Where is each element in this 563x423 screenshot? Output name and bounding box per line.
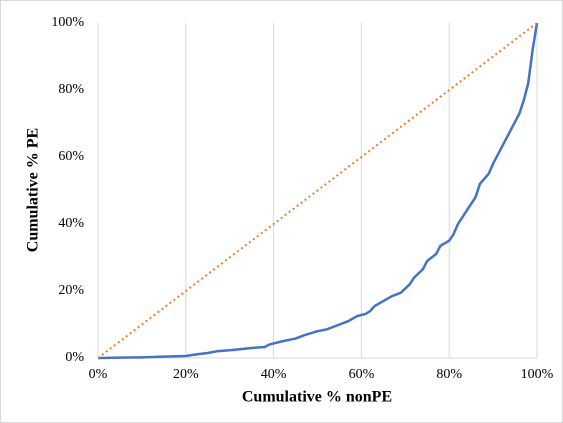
y-tick-label: 40% bbox=[58, 216, 84, 231]
x-tick-label: 60% bbox=[349, 367, 375, 382]
y-tick-label: 60% bbox=[58, 149, 84, 164]
y-tick-label: 20% bbox=[58, 283, 84, 298]
x-tick-label: 80% bbox=[436, 367, 462, 382]
x-tick-label: 40% bbox=[261, 367, 287, 382]
y-tick-label: 80% bbox=[58, 82, 84, 97]
x-axis-title: Cumulative % nonPE bbox=[242, 389, 392, 406]
series-line bbox=[97, 22, 538, 359]
y-tick-label: 100% bbox=[51, 15, 84, 30]
y-tick-label: 0% bbox=[65, 350, 84, 365]
x-tick-label: 0% bbox=[89, 367, 108, 382]
x-tick-label: 100% bbox=[521, 367, 554, 382]
y-axis-title: Cumulative % PE bbox=[25, 128, 42, 252]
series-line bbox=[97, 22, 539, 360]
x-tick-label: 20% bbox=[173, 367, 199, 382]
